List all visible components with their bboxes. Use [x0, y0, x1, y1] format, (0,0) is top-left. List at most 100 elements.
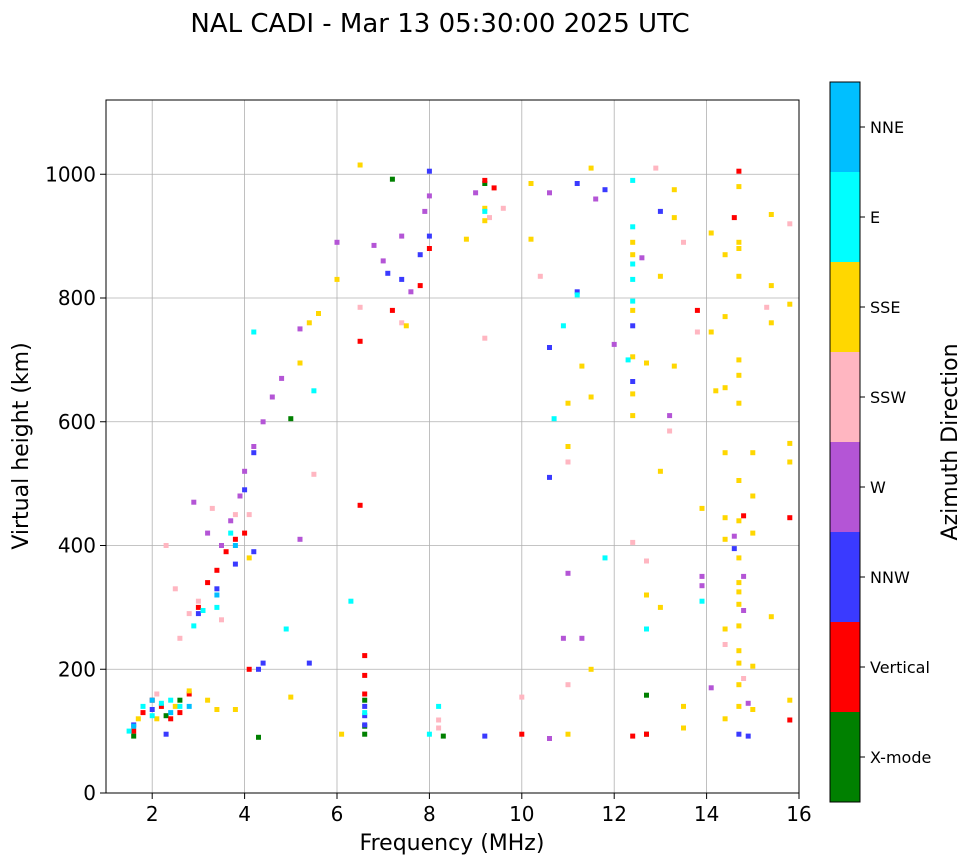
- data-point-sse: [736, 682, 742, 688]
- data-point-vertical: [223, 549, 229, 555]
- data-point-ssw: [232, 512, 238, 518]
- data-point-vertical: [214, 567, 220, 573]
- data-point-nnw: [306, 660, 312, 666]
- colorbar-label: Vertical: [870, 658, 930, 677]
- data-point-nne: [149, 697, 155, 703]
- data-point-sse: [630, 239, 636, 245]
- data-point-e: [149, 713, 155, 719]
- data-point-ssw: [519, 694, 525, 700]
- colorbar-label: NNW: [870, 568, 910, 587]
- data-point-vertical: [232, 536, 238, 542]
- data-point-sse: [339, 731, 345, 737]
- data-point-nne: [214, 592, 220, 598]
- data-point-nnw: [547, 474, 552, 480]
- data-point-x-mode: [389, 176, 395, 182]
- data-point-nnw: [232, 561, 238, 567]
- colorbar-label: W: [870, 478, 886, 497]
- data-point-sse: [736, 648, 742, 654]
- colorbar-label: E: [870, 208, 880, 227]
- data-point-nnw: [745, 733, 751, 739]
- data-point-sse: [736, 660, 742, 666]
- data-point-sse: [722, 536, 728, 542]
- data-point-w: [741, 573, 747, 579]
- data-point-ssw: [694, 329, 700, 335]
- x-tick-label: 4: [238, 802, 251, 826]
- data-point-w: [611, 341, 617, 347]
- data-point-ssw: [246, 512, 252, 518]
- data-point-ssw: [644, 558, 649, 564]
- data-point-w: [228, 518, 234, 524]
- data-point-e: [630, 224, 636, 230]
- data-point-sse: [232, 707, 238, 712]
- data-point-e: [482, 208, 488, 214]
- data-point-nnw: [547, 345, 552, 350]
- data-point-ssw: [436, 717, 442, 723]
- data-point-w: [297, 326, 303, 332]
- data-point-e: [140, 703, 146, 709]
- data-point-nnw: [362, 713, 368, 719]
- data-point-nnw: [260, 660, 266, 666]
- data-point-vertical: [362, 653, 368, 659]
- data-point-sse: [565, 731, 571, 737]
- x-axis-ticks: 2 4 6 8 10 12 14 16: [146, 793, 812, 826]
- data-point-e: [168, 697, 174, 703]
- data-point-nnw: [426, 168, 432, 174]
- data-point-sse: [768, 283, 774, 289]
- data-point-e: [426, 731, 432, 737]
- colorbar-segment-nne: [830, 82, 860, 172]
- data-point-e: [625, 357, 631, 363]
- data-point-nne: [232, 543, 238, 548]
- data-point-sse: [357, 162, 363, 168]
- data-point-ssw: [482, 335, 488, 341]
- data-point-sse: [205, 697, 211, 703]
- data-point-sse: [528, 181, 534, 186]
- data-point-w: [297, 536, 303, 542]
- data-point-nnw: [195, 611, 201, 617]
- data-point-w: [745, 700, 751, 706]
- data-point-ssw: [487, 215, 492, 221]
- data-point-sse: [722, 385, 728, 391]
- data-point-sse: [316, 311, 321, 316]
- data-point-sse: [722, 252, 728, 258]
- data-point-vertical: [417, 283, 423, 289]
- data-point-e: [348, 598, 354, 604]
- data-point-ssw: [195, 598, 201, 604]
- data-point-nne: [131, 723, 137, 729]
- data-point-x-mode: [644, 692, 649, 698]
- data-point-w: [380, 258, 386, 264]
- data-point-nnw: [574, 289, 580, 295]
- data-point-e: [630, 298, 636, 304]
- data-point-vertical: [389, 307, 395, 313]
- data-point-ssw: [667, 428, 673, 434]
- data-point-sse: [657, 468, 663, 474]
- y-tick-label: 800: [58, 286, 96, 310]
- colorbar-segment-w: [830, 442, 860, 532]
- colorbar-label: X-mode: [870, 748, 931, 767]
- data-point-vertical: [736, 168, 742, 174]
- data-point-vertical: [177, 710, 183, 716]
- data-point-x-mode: [362, 731, 368, 737]
- data-point-w: [260, 419, 266, 425]
- data-point-sse: [528, 236, 534, 242]
- data-point-ssw: [357, 304, 363, 310]
- data-point-e: [574, 292, 580, 298]
- data-point-e: [228, 530, 234, 536]
- colorbar-segment-nnw: [830, 532, 860, 622]
- data-point-sse: [657, 604, 663, 610]
- y-tick-label: 1000: [45, 162, 96, 186]
- data-point-vertical: [246, 666, 252, 672]
- data-point-e: [158, 700, 164, 706]
- x-tick-label: 6: [331, 802, 344, 826]
- data-point-vertical: [787, 717, 793, 723]
- data-point-w: [473, 190, 479, 196]
- data-point-nnw: [736, 731, 742, 737]
- data-point-e: [630, 276, 636, 282]
- data-point-sse: [588, 394, 594, 400]
- data-point-ssw: [209, 505, 215, 511]
- data-point-sse: [657, 273, 663, 279]
- data-point-sse: [768, 320, 774, 326]
- data-point-vertical: [694, 307, 700, 313]
- colorbar-label: SSE: [870, 298, 900, 317]
- data-point-ssw: [681, 239, 686, 245]
